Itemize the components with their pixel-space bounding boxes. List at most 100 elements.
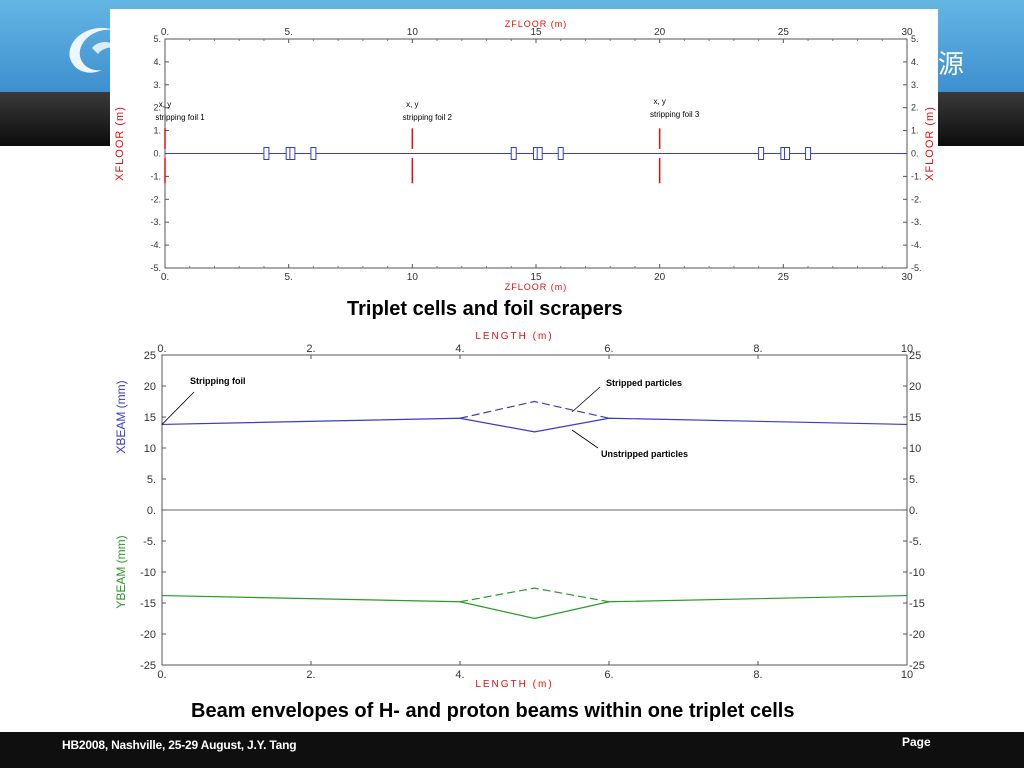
y-tick-label-left: -5. xyxy=(143,536,156,548)
x-tick-label-bottom: 25 xyxy=(778,272,790,283)
y-tick-label-right: -25 xyxy=(909,660,925,672)
quadrupole-magnet xyxy=(557,147,564,160)
footer-text: HB2008, Nashville, 25-29 August, J.Y. Ta… xyxy=(62,738,297,752)
y-tick-label-right: -5. xyxy=(909,536,922,548)
y-tick-label-left: -25 xyxy=(140,660,156,672)
footer-bar xyxy=(0,732,1024,768)
y-tick-label-left: -2. xyxy=(150,194,161,204)
y-tick-label-right: -15 xyxy=(909,598,925,610)
y-tick-label-left: 3. xyxy=(153,80,161,90)
x-tick-label-top: 10 xyxy=(901,343,913,355)
x-tick-label-top: 20 xyxy=(654,27,666,38)
x-tick-label-top: 5. xyxy=(284,27,292,38)
y-tick-label-right: -5. xyxy=(911,263,922,273)
quadrupole-magnet xyxy=(758,147,765,160)
annotation-unstripped-particles: Unstripped particles xyxy=(601,449,688,459)
y-tick-label-left: -3. xyxy=(150,217,161,227)
caption-triplet-cells: Triplet cells and foil scrapers xyxy=(347,298,623,320)
y-tick-label-right: 20 xyxy=(909,381,921,393)
annotation-stripping-foil: Stripping foil xyxy=(190,376,246,386)
ybeam-unstripped-line xyxy=(161,594,908,620)
y-tick-label-right: 3. xyxy=(911,80,919,90)
x-tick-label-bottom: 0. xyxy=(161,272,169,283)
y-tick-label-right: 0. xyxy=(909,505,918,517)
x-tick-label-bottom: 15 xyxy=(530,272,542,283)
x-tick-label-top: 15 xyxy=(530,27,542,38)
caption-beam-envelopes: Beam envelopes of H- and proton beams wi… xyxy=(191,700,795,722)
y-tick-label-right: -20 xyxy=(909,629,925,641)
foil-label-line2: stripping foil 1 xyxy=(155,113,205,122)
y-axis-label-ybeam: YBEAM (mm) xyxy=(114,535,128,608)
y-axis-label-left: XFLOOR (m) xyxy=(114,106,126,181)
x-axis-label-bottom: LENGTH (m) xyxy=(475,679,553,690)
x-tick-label-bottom: 8. xyxy=(753,669,762,681)
x-tick-label-bottom: 20 xyxy=(654,272,666,283)
y-tick-label-left: 0. xyxy=(147,505,156,517)
y-tick-label-left: -4. xyxy=(150,240,161,250)
envelope-chart-panel: 0. 0. 2. 2. 4. 4. 6. 6. 8. 8. 10 10 25 25 20 20 15 15 10 10… xyxy=(110,330,938,690)
foil-label-line2: stripping foil 2 xyxy=(403,113,453,122)
layout-chart-panel: 0. 0. 5. 5. 10 10 15 15 20 20 25 25 30 30 5. 5. 4. 4. 3. 3.… xyxy=(110,9,938,292)
y-tick-label-left: -10 xyxy=(140,567,156,579)
y-tick-label-right: 0. xyxy=(911,149,919,159)
y-tick-label-right: -2. xyxy=(911,194,922,204)
quadrupole-magnet xyxy=(289,147,296,160)
x-tick-label-bottom: 4. xyxy=(455,669,464,681)
y-tick-label-right: 2. xyxy=(911,103,919,113)
y-tick-label-right: -4. xyxy=(911,240,922,250)
y-tick-label-right: -3. xyxy=(911,217,922,227)
xbeam-stripped-line xyxy=(459,400,610,419)
y-tick-label-left: 10 xyxy=(144,443,156,455)
foil-label-line1: x, y xyxy=(159,100,171,109)
y-tick-label-right: 15 xyxy=(909,412,921,424)
y-tick-label-right: 25 xyxy=(909,350,921,362)
xbeam-unstripped-line xyxy=(161,417,908,433)
y-tick-label-right: -10 xyxy=(909,567,925,579)
x-axis-label-top: LENGTH (m) xyxy=(475,331,553,342)
x-tick-label-top: 0. xyxy=(157,343,166,355)
x-tick-label-top: 8. xyxy=(753,343,762,355)
quadrupole-magnet xyxy=(805,147,812,160)
y-tick-label-left: 2. xyxy=(153,103,161,113)
y-tick-label-left: 20 xyxy=(144,381,156,393)
annotation-stripped-particles: Stripped particles xyxy=(606,378,682,388)
y-tick-label-right: 5. xyxy=(911,34,919,44)
x-tick-label-bottom: 10 xyxy=(901,669,913,681)
x-tick-label-top: 0. xyxy=(161,27,169,38)
annotation-arrow xyxy=(571,429,599,449)
banner-char: 源 xyxy=(938,50,965,80)
quadrupole-magnet xyxy=(784,147,791,160)
y-tick-label-left: -15 xyxy=(140,598,156,610)
y-tick-label-right: 5. xyxy=(909,474,918,486)
x-tick-label-bottom: 2. xyxy=(306,669,315,681)
y-tick-label-left: 15 xyxy=(144,412,156,424)
quadrupole-magnet xyxy=(263,147,270,160)
footer-page-label: Page xyxy=(902,735,931,749)
y-tick-label-right: 1. xyxy=(911,126,919,136)
foil-label-line1: x, y xyxy=(406,100,418,109)
y-tick-label-left: -5. xyxy=(150,263,161,273)
quadrupole-magnet xyxy=(510,147,517,160)
y-tick-label-left: 5. xyxy=(147,474,156,486)
y-tick-label-left: 5. xyxy=(153,34,161,44)
x-tick-label-bottom: 30 xyxy=(901,272,913,283)
x-axis-label-bottom: ZFLOOR (m) xyxy=(505,282,568,292)
x-tick-label-top: 25 xyxy=(778,27,790,38)
x-tick-label-bottom: 10 xyxy=(407,272,419,283)
x-tick-label-top: 2. xyxy=(306,343,315,355)
foil-label-line1: x, y xyxy=(653,97,665,106)
y-axis-label-right: XFLOOR (m) xyxy=(924,106,936,181)
x-tick-label-bottom: 6. xyxy=(604,669,613,681)
y-tick-label-left: 4. xyxy=(153,57,161,67)
x-tick-label-top: 6. xyxy=(604,343,613,355)
foil-label-line2: stripping foil 3 xyxy=(650,110,700,119)
annotation-arrow xyxy=(571,386,601,413)
x-tick-label-bottom: 0. xyxy=(157,669,166,681)
y-tick-label-right: -1. xyxy=(911,171,922,181)
y-tick-label-left: 1. xyxy=(153,126,161,136)
x-tick-label-top: 10 xyxy=(407,27,419,38)
x-tick-label-bottom: 5. xyxy=(284,272,292,283)
y-tick-label-left: -20 xyxy=(140,629,156,641)
